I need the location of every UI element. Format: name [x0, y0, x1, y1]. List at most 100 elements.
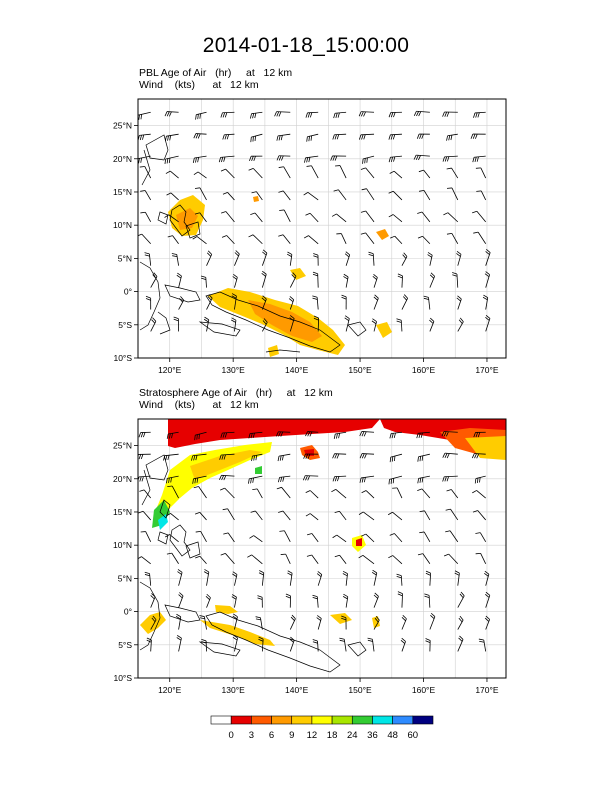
wind-barb: [220, 487, 235, 499]
lat-tick-label: 0°: [124, 287, 132, 297]
wind-barb: [388, 555, 403, 565]
wind-barb: [261, 249, 268, 266]
colorbar-swatch: [392, 715, 414, 725]
wind-barb: [482, 294, 489, 310]
wind-barb: [248, 167, 263, 179]
lat-tick-label: 25°N: [113, 121, 132, 131]
colorbar-label: 24: [346, 730, 358, 741]
wind-barb: [457, 635, 464, 652]
lon-tick-label: 150°E: [348, 365, 372, 375]
wind-barb: [333, 431, 347, 439]
wind-barb: [332, 453, 347, 459]
wind-barb: [341, 615, 347, 630]
wind-barb: [193, 171, 207, 179]
wind-barb: [146, 637, 152, 652]
wind-barb: [249, 535, 263, 543]
wind-barb: [417, 488, 431, 499]
wind-barb: [250, 212, 263, 223]
wind-barb: [219, 453, 235, 460]
wind-barb: [312, 295, 319, 310]
wind-barb: [139, 166, 152, 179]
stratosphere-age-map-panel: 120°E 130°E 140°E 150°E 160°E 170°E 25°N 20°N 15…: [113, 418, 507, 695]
wind-barb: [219, 474, 235, 481]
wind-barb: [164, 111, 179, 117]
wind-barb: [280, 553, 291, 564]
wind-barb: [165, 475, 179, 484]
wind-barb: [417, 475, 430, 484]
wind-barb: [358, 554, 375, 565]
wind-barb: [252, 488, 263, 499]
colorbar-swatch: [210, 715, 232, 725]
wind-barb: [220, 168, 235, 179]
colorbar-swatch: [412, 715, 434, 725]
colorbar-label: 60: [407, 730, 419, 741]
wind-barb: [166, 513, 179, 521]
lon-tick-label: 170°E: [475, 685, 499, 695]
wind-barb: [306, 165, 319, 179]
wind-barb: [343, 273, 349, 288]
wind-barb: [334, 510, 347, 521]
bottom-panel-field-label: Stratosphere Age of Air (hr) at 12 km: [139, 387, 333, 399]
wind-barb: [470, 133, 486, 139]
wind-barb: [302, 475, 319, 481]
wind-barb: [199, 615, 207, 630]
wind-barb: [475, 167, 487, 179]
wind-barb: [331, 213, 347, 223]
wind-barb: [425, 570, 431, 586]
wind-barb: [416, 133, 430, 139]
wind-barb: [397, 273, 403, 288]
lat-tick-label: 10°N: [113, 540, 132, 550]
wind-barb: [192, 155, 207, 164]
wind-barb: [476, 190, 487, 201]
lat-tick-label: 15°N: [113, 507, 132, 517]
wind-barb: [388, 214, 403, 223]
wind-barb: [332, 534, 347, 543]
wind-barb: [173, 316, 180, 332]
wind-barb: [443, 553, 459, 565]
wind-barb: [396, 573, 403, 586]
wind-barb: [231, 317, 237, 332]
wind-barb: [372, 273, 378, 288]
bottom-panel-wind-label: Wind (kts) at 12 km: [139, 399, 259, 411]
wind-barb: [277, 475, 291, 483]
colorbar-label: 12: [306, 730, 318, 741]
wind-barb: [303, 192, 319, 201]
colorbar-swatch: [372, 715, 393, 725]
pbl-age-map-panel: 120°E 130°E 140°E 150°E 160°E 170°E 25°N 20°N 15…: [113, 98, 507, 375]
wind-barb: [388, 155, 402, 163]
wind-barb: [457, 591, 465, 608]
wind-barb: [195, 111, 207, 120]
wind-barb: [454, 570, 460, 586]
lon-tick-label: 120°E: [158, 685, 182, 695]
wind-barb: [218, 155, 235, 163]
wind-barb: [279, 209, 291, 223]
wind-barb: [344, 251, 351, 266]
wind-barb: [417, 553, 431, 565]
lon-tick-label: 130°E: [222, 365, 246, 375]
wind-barb: [305, 212, 319, 223]
wind-barb: [475, 552, 487, 564]
wind-barb: [334, 554, 347, 565]
wind-barb: [371, 318, 377, 332]
wind-barb: [164, 214, 179, 223]
wind-barb: [279, 530, 291, 543]
wind-barb: [445, 508, 459, 521]
lat-tick-label: 20°N: [113, 154, 132, 164]
wind-barb: [373, 294, 379, 310]
lat-tick-label: 10°S: [113, 673, 132, 683]
wind-barb: [232, 571, 238, 586]
wind-barb: [342, 570, 348, 586]
wind-barb: [456, 295, 462, 310]
wind-barb: [286, 251, 293, 266]
wind-barb: [138, 233, 151, 245]
wind-barb: [389, 533, 403, 543]
wind-barb: [150, 272, 158, 288]
wind-barb: [425, 638, 431, 652]
wind-barb: [442, 111, 458, 117]
wind-barb: [278, 190, 291, 201]
colorbar-swatch: [251, 715, 272, 725]
wind-barb: [424, 593, 431, 608]
lon-tick-label: 130°E: [222, 685, 246, 695]
wind-barb: [367, 637, 375, 652]
